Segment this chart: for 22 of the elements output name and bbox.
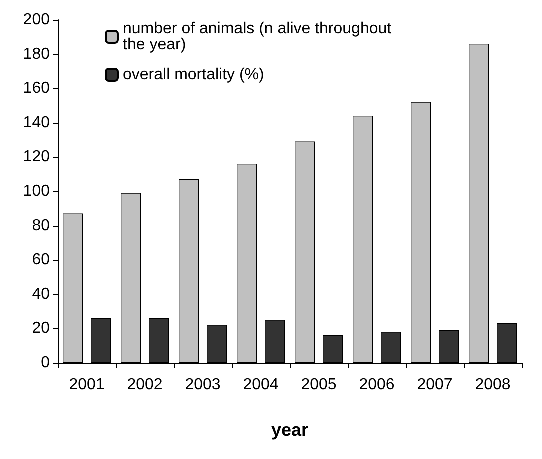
y-tick-label: 160 <box>23 80 50 98</box>
x-tick-label: 2004 <box>243 376 279 394</box>
legend-label: overall mortality (%) <box>123 66 264 84</box>
y-tick-label: 180 <box>23 46 50 63</box>
legend-label: number of animals (n alive throughout the year) <box>123 20 396 54</box>
x-tick-label: 2001 <box>69 376 105 394</box>
y-tick-label: 200 <box>23 12 50 28</box>
y-tick-label: 100 <box>23 183 50 200</box>
y-tick-label: 140 <box>23 114 50 132</box>
y-tick-label: 20 <box>32 320 50 338</box>
y-tick-label: 120 <box>23 148 50 166</box>
x-axis-title: year <box>271 420 309 440</box>
y-tick-label: 60 <box>32 252 50 269</box>
x-tick-label: 2002 <box>127 376 163 394</box>
x-tick-label: 2008 <box>475 376 511 394</box>
y-tick-label: 80 <box>32 217 50 234</box>
x-tick-label: 2005 <box>301 376 337 394</box>
y-tick-label: 0 <box>41 354 50 372</box>
x-tick-label: 2003 <box>185 376 221 394</box>
x-tick-label: 2006 <box>359 376 395 394</box>
y-tick-label: 40 <box>32 286 50 303</box>
x-tick-label: 2007 <box>417 376 453 394</box>
